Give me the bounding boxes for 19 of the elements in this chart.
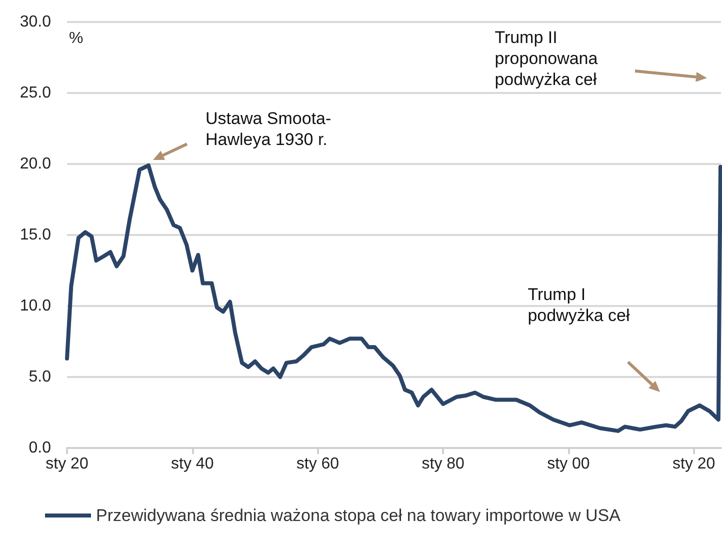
- line-series: [65, 163, 722, 433]
- x-tick-label: sty 60: [296, 456, 340, 472]
- annotation: Trump I podwyżka ceł: [528, 284, 630, 326]
- y-tick-label: 25.0: [20, 84, 52, 102]
- x-tick-label: sty 80: [422, 456, 465, 472]
- annotation: Ustawa Smoota- Hawleya 1930 r.: [206, 108, 332, 150]
- x-tick-label: sty 20: [672, 456, 716, 472]
- y-axis-title: %: [69, 30, 84, 48]
- y-tick-label: 0.0: [28, 440, 52, 456]
- x-tick-label: sty 00: [547, 456, 590, 472]
- x-tick-label: sty 20: [46, 456, 88, 472]
- y-tick-label: 30.0: [20, 14, 52, 30]
- legend-label: Przewidywana średnia ważona stopa ceł na towary importowe w USA: [96, 506, 622, 525]
- y-tick-label: 15.0: [20, 226, 52, 244]
- y-tick-label: 10.0: [20, 298, 52, 314]
- y-tick-label: 20.0: [20, 156, 52, 172]
- x-tick-label: sty 40: [171, 456, 214, 472]
- annotation: Trump II proponowana podwyżka ceł: [494, 27, 598, 90]
- y-tick-label: 5.0: [28, 368, 52, 386]
